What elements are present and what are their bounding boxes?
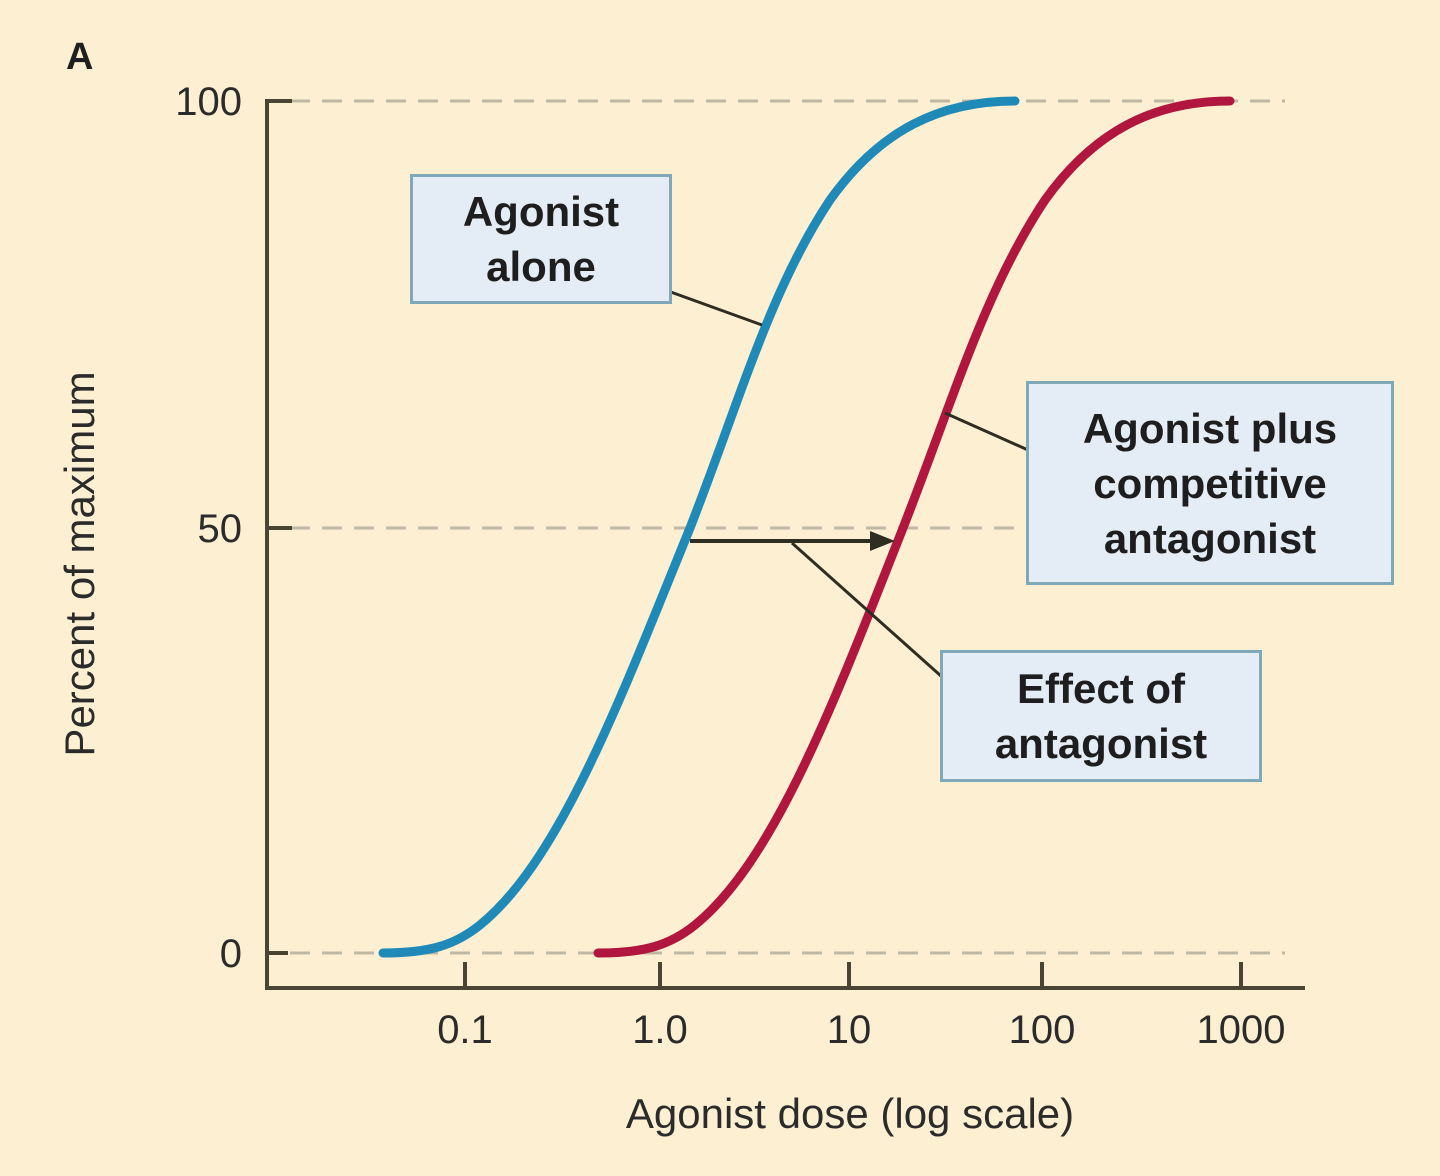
x-tick-100: 100 — [1008, 1008, 1076, 1052]
gridlines — [290, 99, 1285, 955]
shift-arrow-icon — [690, 531, 895, 551]
x-tick-1000: 1000 — [1196, 1008, 1286, 1052]
x-tick-10: 10 — [826, 1008, 872, 1052]
leader-lines — [667, 289, 1029, 678]
y-tick-50: 50 — [197, 507, 243, 551]
callout-line: competitive — [1093, 459, 1327, 507]
agonist-plus-antagonist-curve — [593, 96, 1235, 958]
callout-line: antagonist — [1103, 514, 1317, 562]
callout-effect-of-antagonist: Effect of antagonist — [940, 650, 1262, 782]
callout-line: alone — [486, 243, 596, 290]
callout-agonist-alone: Agonist alone — [410, 174, 672, 304]
y-tick-100: 100 — [175, 80, 242, 124]
callout-agonist-plus-antagonist: Agonist plus competitive antagonist — [1026, 381, 1394, 585]
agonist-alone-curve — [378, 96, 1020, 958]
callout-line: Agonist — [462, 188, 620, 235]
callout-line: Agonist plus — [1082, 404, 1338, 452]
x-tick-0-1: 0.1 — [437, 1008, 493, 1052]
y-tick-0: 0 — [219, 932, 242, 976]
y-axis-label: Percent of maximum — [56, 371, 103, 757]
panel-label: A — [66, 36, 94, 78]
callout-line: antagonist — [994, 720, 1208, 767]
axes — [265, 99, 1305, 990]
x-tick-1-0: 1.0 — [632, 1008, 688, 1052]
x-axis-label: Agonist dose (log scale) — [625, 1090, 1075, 1137]
callout-line: Effect of — [1017, 665, 1185, 712]
